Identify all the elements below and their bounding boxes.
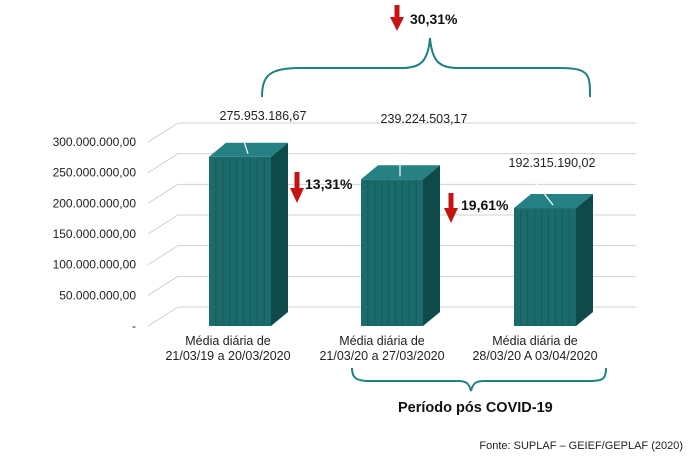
- source-note: Fonte: SUPLAF – GEIEF/GEPLAF (2020): [479, 440, 683, 452]
- change-2-annotation: 19,61%: [444, 193, 509, 223]
- bar-side-face: [576, 194, 593, 326]
- category-label: Média diária de 28/03/20 A 03/04/2020: [472, 334, 597, 363]
- y-tick-label: 250.000.000,00: [53, 166, 137, 180]
- y-tick-label: 200.000.000,00: [53, 196, 137, 210]
- grid-line-depth: [147, 122, 179, 143]
- value-labels: 275.953.186,67 239.224.503,17 192.315.190,…: [220, 109, 596, 170]
- grid-line-depth: [147, 245, 179, 266]
- change-1-label: 13,31%: [305, 176, 353, 192]
- y-tick-label: 50.000.000,00: [59, 288, 136, 302]
- y-axis-ticks: - 50.000.000,00 100.000.000,00 150.000.000,…: [53, 135, 137, 333]
- value-label-leader: [238, 125, 249, 154]
- grid-line-depth: [147, 275, 179, 296]
- bottom-bracket: [351, 367, 607, 392]
- bar-1: [209, 125, 288, 326]
- bar-front-face: [514, 208, 576, 326]
- category-label: Média diária de 21/03/19 a 20/03/2020: [165, 334, 290, 363]
- down-arrow-icon: [444, 193, 458, 223]
- down-arrow-icon: [290, 172, 304, 203]
- bar-top-face: [514, 194, 593, 209]
- bar-2: [361, 129, 440, 326]
- change-1-annotation: 13,31%: [290, 172, 353, 203]
- bars: [209, 125, 593, 326]
- bar-front-face: [209, 156, 271, 326]
- total-change-label: 30,31%: [410, 11, 458, 27]
- down-arrow-icon: [390, 5, 404, 31]
- bar-front-face: [361, 179, 423, 326]
- change-2-label: 19,61%: [461, 197, 509, 213]
- value-label: 192.315.190,02: [509, 156, 596, 170]
- category-label-line: Média diária de: [339, 334, 425, 348]
- y-tick-label: -: [132, 319, 136, 333]
- category-label-line: Média diária de: [185, 334, 271, 348]
- y-tick-label: 150.000.000,00: [53, 227, 137, 241]
- bar-side-face: [271, 142, 288, 326]
- value-label: 239.224.503,17: [381, 112, 468, 126]
- grid-line-depth: [147, 306, 179, 327]
- category-label-line: 28/03/20 A 03/04/2020: [472, 349, 597, 363]
- grid-line-depth: [147, 153, 179, 174]
- total-change-annotation: 30,31%: [261, 5, 591, 98]
- category-labels: Média diária de 21/03/19 a 20/03/2020Médi…: [165, 334, 597, 363]
- bar-3: [514, 172, 593, 326]
- bar-side-face: [423, 165, 440, 326]
- value-label: 275.953.186,67: [220, 109, 307, 123]
- y-tick-label: 300.000.000,00: [53, 135, 137, 149]
- category-label-line: 21/03/20 a 27/03/2020: [319, 349, 444, 363]
- category-label: Média diária de 21/03/20 a 27/03/2020: [319, 334, 444, 363]
- covid-period-annotation: Período pós COVID-19: [351, 367, 607, 416]
- category-label-line: Média diária de: [492, 334, 578, 348]
- category-label-line: 21/03/19 a 20/03/2020: [165, 349, 290, 363]
- top-bracket: [261, 37, 591, 98]
- y-tick-label: 100.000.000,00: [53, 258, 137, 272]
- covid-period-label: Período pós COVID-19: [398, 400, 553, 416]
- grid-line-depth: [147, 183, 179, 204]
- value-label-leader: [527, 172, 554, 206]
- bar-top-face: [209, 142, 288, 157]
- grid-line-depth: [147, 214, 179, 235]
